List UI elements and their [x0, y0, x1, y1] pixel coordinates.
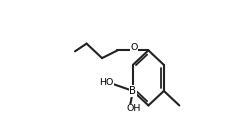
Text: HO: HO — [99, 78, 113, 87]
Text: O: O — [130, 43, 138, 52]
Text: OH: OH — [126, 104, 141, 113]
Text: B: B — [130, 86, 136, 96]
